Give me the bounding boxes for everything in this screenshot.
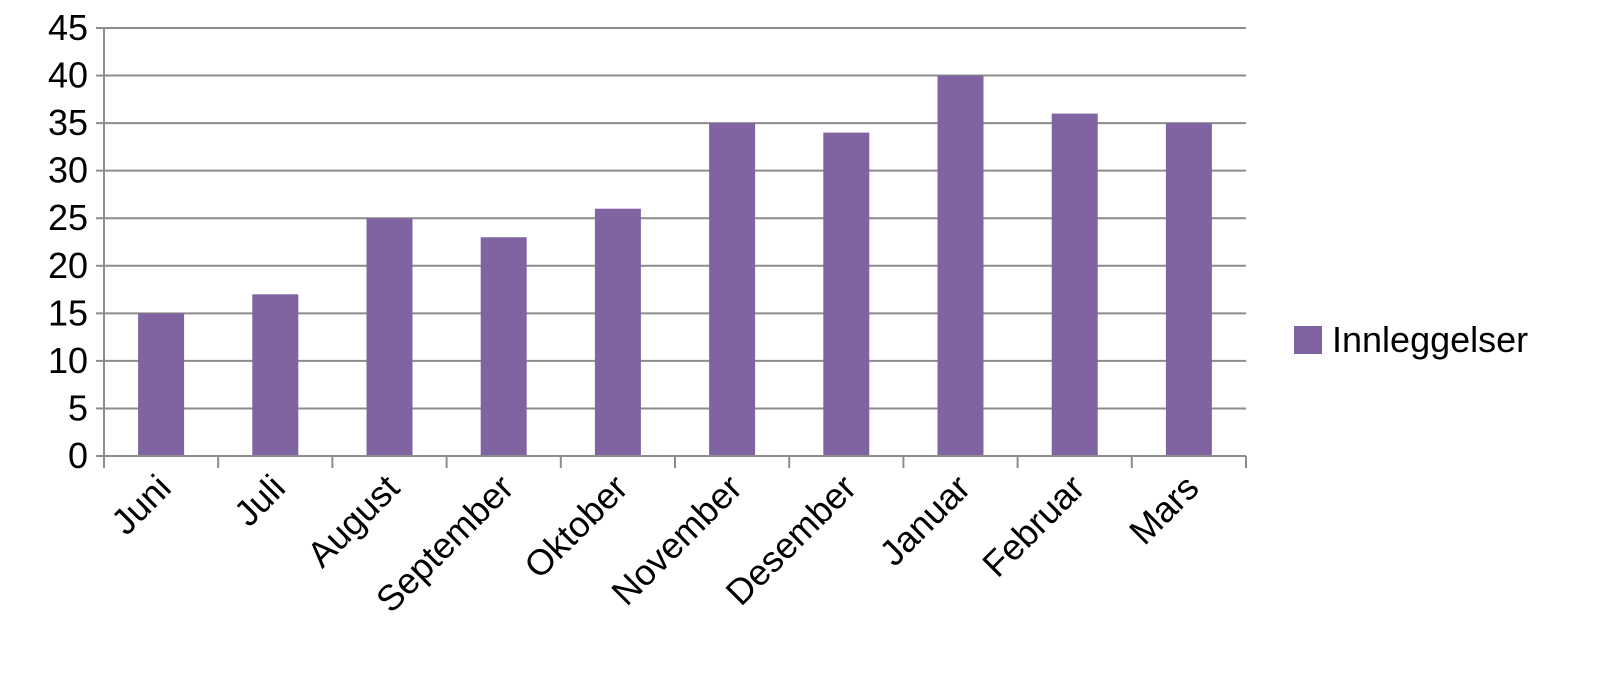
y-tick-label: 15 bbox=[48, 292, 88, 333]
y-axis-tick-labels: 0 5 10 15 20 25 30 35 40 45 bbox=[48, 7, 88, 476]
bar bbox=[366, 218, 413, 456]
legend-swatch bbox=[1294, 326, 1322, 354]
y-tick-label: 45 bbox=[48, 7, 88, 48]
x-category-label: August bbox=[299, 467, 407, 575]
y-tick-label: 25 bbox=[48, 197, 88, 238]
y-tick-label: 35 bbox=[48, 102, 88, 143]
bar bbox=[937, 75, 984, 457]
x-axis-category-labels: Juni Juli AugustSeptemberOktoberNovemberDe… bbox=[103, 467, 1206, 621]
bar bbox=[823, 132, 870, 456]
x-category-label: Januar bbox=[871, 467, 978, 574]
bar bbox=[252, 294, 299, 456]
bars bbox=[138, 75, 1212, 457]
legend: Innleggelser bbox=[1294, 319, 1528, 360]
y-tick-label: 30 bbox=[48, 150, 88, 191]
y-tick-label: 40 bbox=[48, 55, 88, 96]
x-category-label: Juni bbox=[103, 467, 179, 543]
y-tick-label: 10 bbox=[48, 340, 88, 381]
y-tick-label: 0 bbox=[68, 435, 88, 476]
x-category-label: Mars bbox=[1121, 467, 1207, 553]
bar bbox=[480, 237, 527, 456]
bar bbox=[1165, 123, 1212, 456]
y-tick-label: 5 bbox=[68, 387, 88, 428]
axes bbox=[96, 27, 1247, 468]
y-tick-label: 20 bbox=[48, 245, 88, 286]
bar bbox=[1051, 113, 1098, 456]
bar bbox=[138, 313, 185, 456]
bar bbox=[709, 123, 756, 456]
legend-label: Innleggelser bbox=[1332, 319, 1528, 360]
x-category-label: Juli bbox=[226, 467, 293, 534]
x-category-label: Oktober bbox=[516, 467, 636, 587]
x-category-label: Februar bbox=[974, 467, 1092, 585]
bar bbox=[594, 208, 641, 456]
